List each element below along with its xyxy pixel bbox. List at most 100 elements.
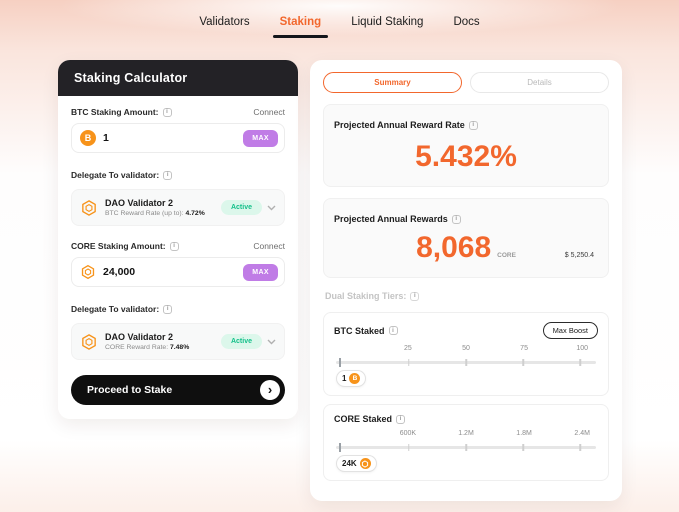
proceed-to-stake-button[interactable]: Proceed to Stake <box>71 375 285 405</box>
summary-panel: Summary Details Projected Annual Reward … <box>310 60 622 501</box>
info-icon[interactable] <box>468 120 478 130</box>
chevron-down-icon[interactable] <box>267 205 276 211</box>
nav-item-liquid-staking[interactable]: Liquid Staking <box>351 16 424 28</box>
core-staked-slider: 600K 1.2M 1.8M 2.4M 24K <box>334 430 598 472</box>
nav-item-validators[interactable]: Validators <box>199 16 250 28</box>
btc-validator-rate-label: BTC Reward Rate (up to): <box>105 210 184 217</box>
core-hexagon-icon <box>82 199 96 216</box>
slider-notch <box>408 444 410 451</box>
btc-slider-track[interactable] <box>336 358 596 367</box>
reward-rate-title-text: Projected Annual Reward Rate <box>334 120 465 130</box>
btc-staked-title-text: BTC Staked <box>334 325 385 336</box>
btc-delegate-label: Delegate To validator: <box>71 170 173 180</box>
btc-amount-inputbox: MAX <box>71 123 285 153</box>
projected-rewards-card: Projected Annual Rewards 8,068 CORE $ 5,… <box>323 198 609 278</box>
reward-rate-value: 5.432% <box>415 140 517 173</box>
tab-summary[interactable]: Summary <box>323 72 462 93</box>
core-delegate-label-text: Delegate To validator: <box>71 304 160 314</box>
info-icon[interactable] <box>396 414 406 424</box>
btc-staked-slider: 25 50 75 100 1 <box>334 345 598 387</box>
btc-staked-value-badge[interactable]: 1 <box>336 370 367 387</box>
core-staked-title-text: CORE Staked <box>334 414 393 424</box>
calculator-body: BTC Staking Amount: Connect MAX Delegate… <box>58 96 298 419</box>
info-icon[interactable] <box>169 241 179 251</box>
info-icon[interactable] <box>388 326 398 335</box>
info-icon[interactable] <box>163 170 173 180</box>
reward-rate-title: Projected Annual Reward Rate <box>334 120 478 130</box>
slider-notch <box>465 444 467 451</box>
info-icon[interactable] <box>451 214 461 224</box>
rewards-usd: $ 5,250.4 <box>564 252 594 259</box>
core-amount-inputbox: MAX <box>71 257 285 287</box>
info-icon[interactable] <box>162 107 172 117</box>
core-staked-title: CORE Staked <box>334 414 406 424</box>
core-staked-value: 24K <box>342 459 357 468</box>
dual-staking-tiers-label: Dual Staking Tiers: <box>325 291 420 301</box>
arrow-right-icon <box>260 380 280 400</box>
tick-label: 25 <box>404 345 412 352</box>
slider-notch <box>408 359 410 366</box>
core-validator-name: DAO Validator 2 <box>105 332 174 342</box>
btc-validator-status-badge: Active <box>220 200 262 215</box>
btc-staked-card: BTC Staked Max Boost 25 50 75 100 <box>323 312 609 396</box>
tick-label: 75 <box>520 345 528 352</box>
calculator-title: Staking Calculator <box>58 60 298 96</box>
slider-notch <box>465 359 467 366</box>
core-amount-label: CORE Staking Amount: <box>71 241 179 251</box>
rewards-unit: CORE <box>497 252 516 259</box>
slider-notch <box>522 444 524 451</box>
btc-validator-rate: BTC Reward Rate (up to): 4.72% <box>105 210 205 217</box>
nav-item-staking[interactable]: Staking <box>272 16 328 38</box>
core-hexagon-icon <box>81 264 95 280</box>
tick-label: 600K <box>399 430 417 437</box>
core-staked-value-badge[interactable]: 24K <box>336 455 377 472</box>
slider-notch <box>522 359 524 366</box>
core-validator-status-badge: Active <box>220 334 262 349</box>
btc-connect-link[interactable]: Connect <box>253 107 285 117</box>
info-icon[interactable] <box>163 304 173 314</box>
info-icon[interactable] <box>410 291 420 301</box>
btc-amount-label-text: BTC Staking Amount: <box>71 107 159 117</box>
chevron-down-icon[interactable] <box>267 339 276 345</box>
core-slider-handle[interactable] <box>338 443 341 452</box>
btc-max-button[interactable]: MAX <box>243 129 278 147</box>
core-slider-track[interactable] <box>336 443 596 452</box>
max-boost-button[interactable]: Max Boost <box>542 322 598 339</box>
nav-item-docs[interactable]: Docs <box>453 16 480 28</box>
core-staked-card: CORE Staked 600K 1.2M 1.8M 2.4M 24K <box>323 404 609 481</box>
core-amount-label-text: CORE Staking Amount: <box>71 241 166 251</box>
summary-tabs: Summary Details <box>323 72 609 93</box>
slider-notch <box>579 444 582 451</box>
core-validator-rate-label: CORE Reward Rate: <box>105 344 169 351</box>
core-max-button[interactable]: MAX <box>243 263 278 281</box>
core-validator-rate-value: 7.48% <box>169 344 190 351</box>
core-validator-rate: CORE Reward Rate: 7.48% <box>105 344 189 351</box>
tiers-label-text: Dual Staking Tiers: <box>325 291 407 301</box>
tick-label: 100 <box>576 345 588 352</box>
btc-validator-rate-value: 4.72% <box>185 210 205 217</box>
staking-calculator-card: Staking Calculator BTC Staking Amount: C… <box>58 60 298 419</box>
top-nav: Validators Staking Liquid Staking Docs <box>0 0 679 44</box>
btc-staked-title: BTC Staked <box>334 326 398 336</box>
slider-notch <box>579 359 582 366</box>
proceed-label: Proceed to Stake <box>87 384 173 396</box>
btc-validator-selector[interactable]: DAO Validator 2 BTC Reward Rate (up to):… <box>71 189 285 226</box>
tab-details[interactable]: Details <box>470 72 609 93</box>
rewards-value: 8,068 <box>416 231 492 264</box>
core-coin-icon <box>359 458 371 469</box>
core-hexagon-icon <box>82 333 96 350</box>
rewards-title-text: Projected Annual Rewards <box>334 214 448 224</box>
core-delegate-label: Delegate To validator: <box>71 304 173 314</box>
tick-label: 1.8M <box>516 430 532 437</box>
btc-slider-handle[interactable] <box>338 358 341 367</box>
btc-amount-input[interactable] <box>103 132 237 144</box>
tick-label: 50 <box>462 345 470 352</box>
btc-validator-name: DAO Validator 2 <box>105 198 174 208</box>
core-amount-input[interactable] <box>103 266 237 278</box>
btc-amount-label: BTC Staking Amount: <box>71 107 172 117</box>
btc-staked-value: 1 <box>342 374 347 383</box>
core-connect-link[interactable]: Connect <box>253 241 285 251</box>
bitcoin-icon <box>80 130 96 146</box>
core-validator-selector[interactable]: DAO Validator 2 CORE Reward Rate: 7.48% … <box>71 323 285 360</box>
